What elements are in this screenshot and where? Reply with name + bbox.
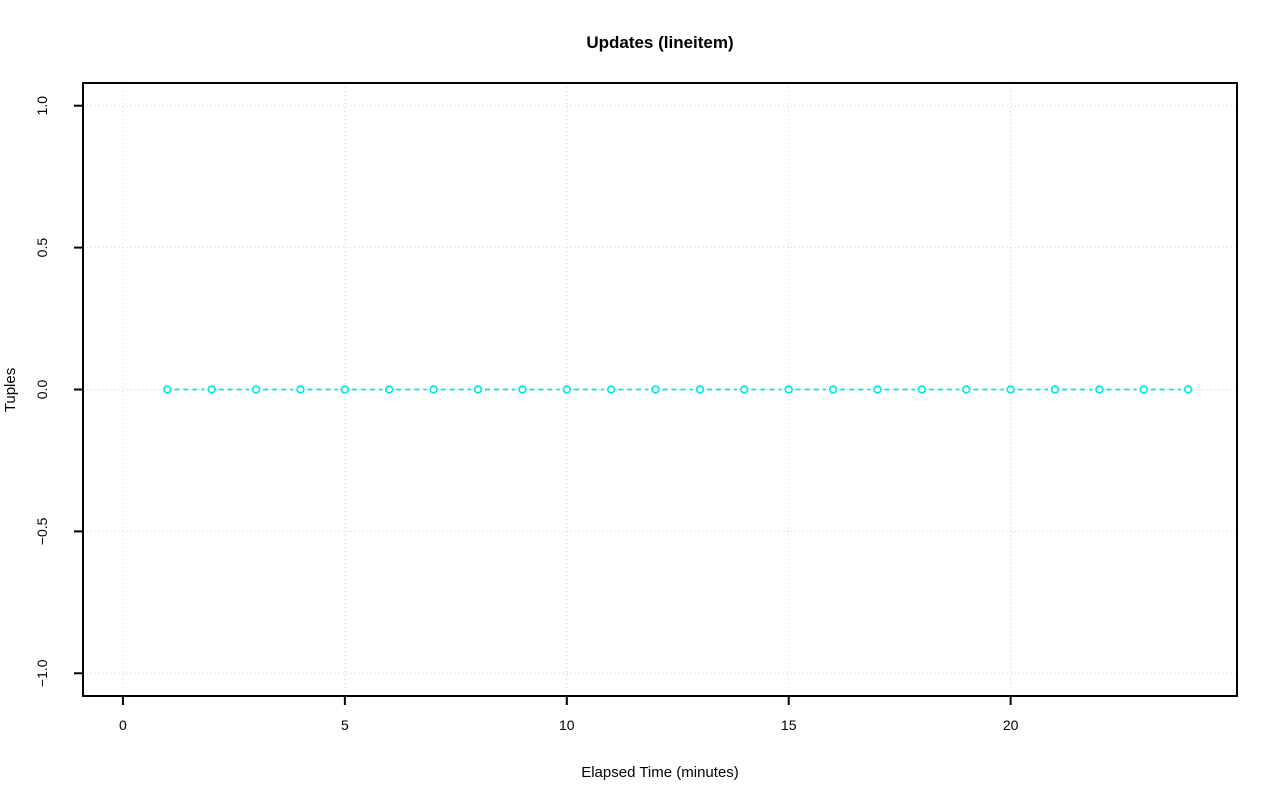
data-point bbox=[917, 385, 927, 394]
data-point bbox=[251, 385, 261, 394]
data-point bbox=[429, 385, 438, 394]
data-point bbox=[163, 385, 172, 394]
data-point bbox=[828, 385, 838, 394]
data-point bbox=[1095, 385, 1104, 394]
data-point bbox=[695, 385, 705, 394]
data-point bbox=[651, 385, 660, 394]
x-axis-label: Elapsed Time (minutes) bbox=[581, 764, 739, 781]
data-point bbox=[606, 385, 616, 394]
data-point bbox=[784, 385, 793, 394]
y-axis-label: Tuples bbox=[2, 368, 19, 412]
x-tick-label: 5 bbox=[341, 717, 349, 733]
chart-title: Updates (lineitem) bbox=[586, 33, 733, 52]
data-point bbox=[385, 385, 394, 394]
data-point bbox=[562, 385, 572, 394]
data-point bbox=[1050, 385, 1060, 394]
data-point bbox=[207, 385, 216, 394]
data-point bbox=[340, 385, 350, 394]
y-tick-label: 0.0 bbox=[34, 380, 50, 400]
data-point bbox=[1006, 385, 1015, 394]
y-tick-label: 0.5 bbox=[34, 238, 50, 258]
x-tick-label: 0 bbox=[119, 717, 127, 733]
y-tick-label: 1.0 bbox=[34, 96, 50, 116]
data-point bbox=[1139, 385, 1149, 394]
x-tick-label: 20 bbox=[1003, 717, 1019, 733]
data-point bbox=[473, 385, 483, 394]
y-tick-label: −1.0 bbox=[34, 659, 50, 687]
data-point bbox=[962, 385, 971, 394]
data-point bbox=[296, 385, 305, 394]
plot-border bbox=[82, 82, 1238, 697]
x-tick-label: 15 bbox=[781, 717, 797, 733]
y-tick-label: −0.5 bbox=[34, 517, 50, 545]
plot-generated-layer: 0 5 10 15 20 1.0 0.5 0.0 −0.5 −1.0 bbox=[34, 82, 1238, 733]
data-point bbox=[1183, 385, 1193, 394]
data-point bbox=[740, 385, 749, 394]
data-point bbox=[518, 385, 527, 394]
data-point bbox=[873, 385, 882, 394]
x-tick-label: 10 bbox=[559, 717, 575, 733]
